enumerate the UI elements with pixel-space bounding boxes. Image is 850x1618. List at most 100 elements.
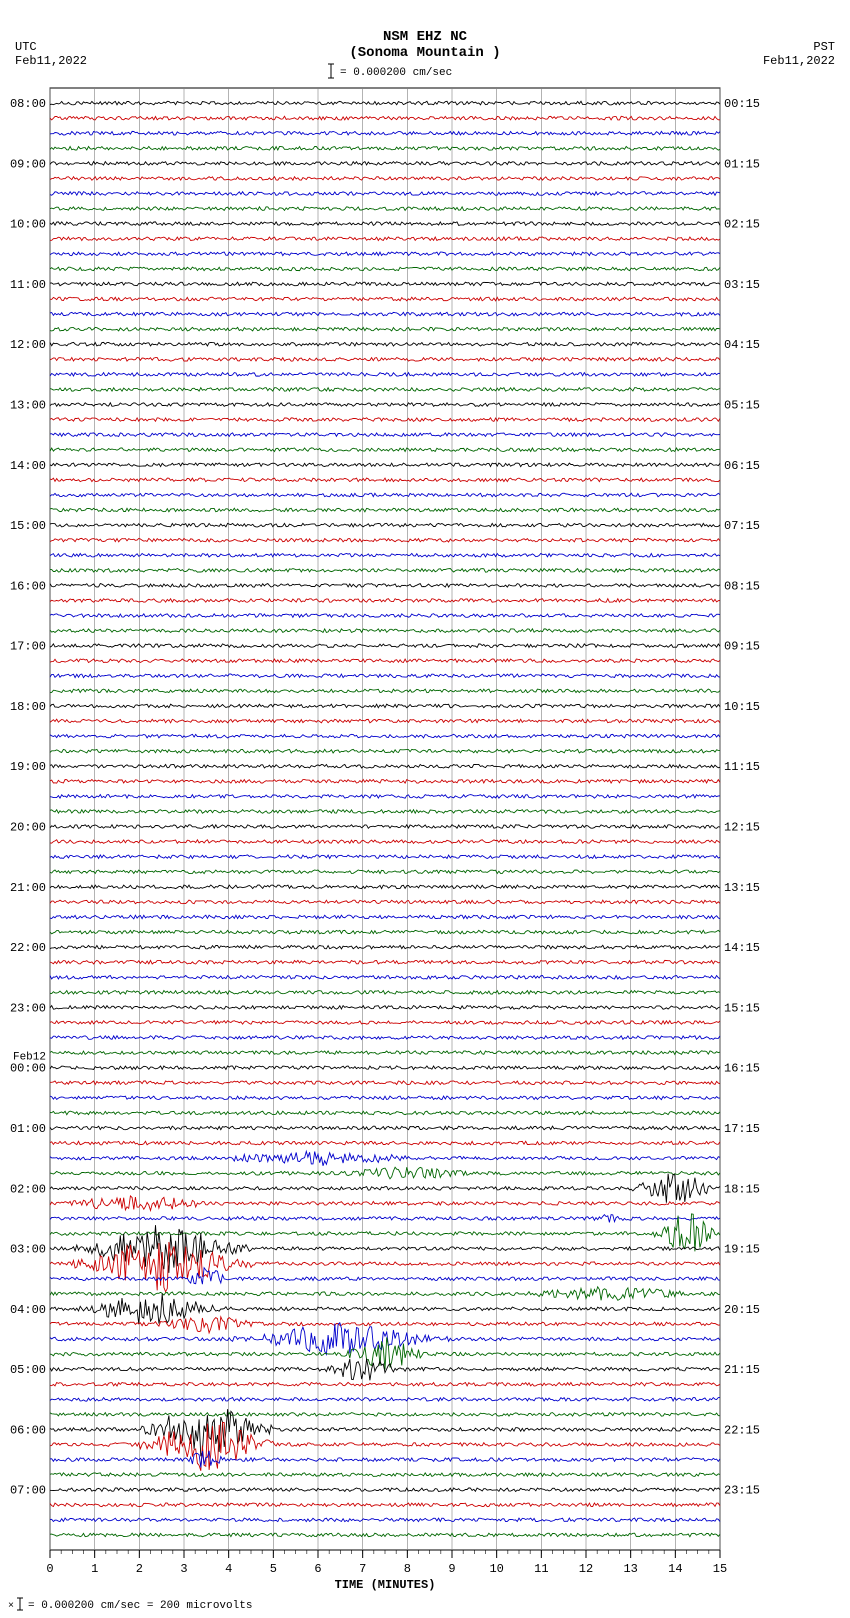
seismic-trace [50,1021,720,1024]
pst-hour-label: 21:15 [724,1363,760,1377]
seismic-trace [50,915,720,919]
seismic-trace [50,1533,720,1537]
seismic-trace [50,131,720,135]
pst-hour-label: 03:15 [724,278,760,292]
x-tick-label: 2 [136,1562,143,1576]
pst-hour-label: 13:15 [724,881,760,895]
x-tick-label: 6 [314,1562,321,1576]
utc-hour-label: 08:00 [10,97,46,111]
seismic-trace [50,192,720,196]
right-date: Feb11,2022 [763,54,835,68]
x-tick-label: 10 [489,1562,503,1576]
seismic-trace [50,508,720,512]
seismic-trace [50,433,720,437]
utc-hour-label: 19:00 [10,760,46,774]
seismic-trace [50,116,720,120]
seismic-trace [50,1081,720,1085]
utc-hour-label: 04:00 [10,1303,46,1317]
seismic-trace [50,297,720,301]
seismic-trace [50,885,720,889]
seismic-trace [50,900,720,904]
seismic-trace [50,282,720,286]
seismic-trace [50,553,720,557]
pst-hour-label: 19:15 [724,1243,760,1257]
x-tick-label: 3 [180,1562,187,1576]
pst-hour-label: 08:15 [724,579,760,593]
seismic-trace [50,403,720,407]
seismic-trace [50,327,720,331]
seismic-trace [50,448,720,452]
seismic-trace [50,418,720,422]
seismic-trace [50,1451,720,1468]
seismic-trace [50,795,720,799]
seismic-trace [50,267,720,271]
utc-hour-label: 09:00 [10,157,46,171]
seismic-trace [50,1473,720,1477]
seismic-trace [50,1151,720,1166]
seismic-trace [50,825,720,829]
seismic-trace [50,1126,720,1130]
x-tick-label: 9 [448,1562,455,1576]
utc-hour-label: 10:00 [10,218,46,232]
seismogram-container: NSM EHZ NC(Sonoma Mountain )= 0.000200 c… [0,0,850,1613]
seismic-trace [50,1337,720,1369]
seismic-trace [50,373,720,377]
seismic-trace [50,765,720,769]
seismic-trace [50,1225,720,1273]
seismic-trace [50,734,720,738]
right-tz: PST [813,40,835,54]
seismic-trace [50,1215,720,1223]
seismic-trace [50,599,720,603]
scale-label: = 0.000200 cm/sec [340,67,452,79]
seismic-trace [50,207,720,211]
seismic-trace [50,101,720,105]
seismic-trace [50,960,720,964]
x-tick-label: 7 [359,1562,366,1576]
seismic-trace [50,749,720,753]
utc-hour-label: 02:00 [10,1182,46,1196]
x-tick-label: 12 [579,1562,593,1576]
pst-hour-label: 12:15 [724,821,760,835]
seismogram-svg: NSM EHZ NC(Sonoma Mountain )= 0.000200 c… [0,0,850,1613]
seismic-trace [50,1242,720,1292]
left-tz: UTC [15,40,37,54]
seismic-trace [50,976,720,980]
seismic-trace [50,659,720,663]
utc-hour-label: 22:00 [10,941,46,955]
seismic-trace [50,1006,720,1010]
utc-hour-label: 17:00 [10,640,46,654]
footer-text: = 0.000200 cm/sec = 200 microvolts [28,1600,252,1612]
seismic-trace [50,629,720,633]
pst-hour-label: 20:15 [724,1303,760,1317]
seismic-trace [50,358,720,362]
pst-hour-label: 02:15 [724,218,760,232]
pst-hour-label: 10:15 [724,700,760,714]
seismic-trace [50,644,720,648]
utc-hour-label: 15:00 [10,519,46,533]
plot-border [50,88,720,1550]
pst-hour-label: 09:15 [724,640,760,654]
seismic-trace [50,1196,720,1211]
utc-hour-label: 07:00 [10,1484,46,1498]
seismic-trace [50,1488,720,1492]
pst-hour-label: 17:15 [724,1122,760,1136]
seismic-trace [50,704,720,708]
seismic-trace [50,945,720,949]
seismic-trace [50,689,720,693]
utc-hour-label: 20:00 [10,821,46,835]
utc-hour-label: 03:00 [10,1243,46,1257]
pst-hour-label: 15:15 [724,1001,760,1015]
seismic-trace [50,312,720,316]
seismic-trace [50,1167,720,1179]
seismic-trace [50,840,720,844]
x-tick-label: 8 [404,1562,411,1576]
utc-hour-label: 00:00 [10,1062,46,1076]
pst-hour-label: 22:15 [724,1423,760,1437]
seismic-trace [50,463,720,467]
x-tick-label: 15 [713,1562,727,1576]
utc-hour-label: 06:00 [10,1423,46,1437]
seismic-trace [50,237,720,241]
seismic-trace [50,674,720,678]
footer-tick: × [8,1601,14,1612]
left-date: Feb11,2022 [15,54,87,68]
